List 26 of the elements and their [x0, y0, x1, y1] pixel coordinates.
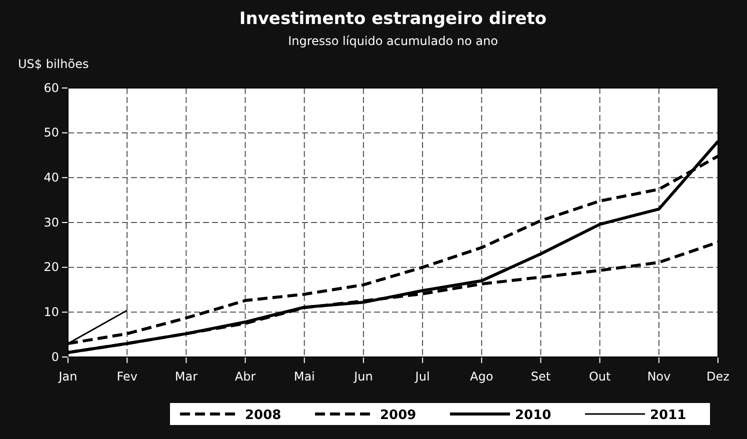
y-tick-label: 30: [44, 215, 59, 230]
x-tick-label: Fev: [116, 369, 138, 384]
legend-label: 2011: [650, 408, 686, 423]
x-tick-label: Set: [530, 369, 551, 384]
chart-title: Investimento estrangeiro direto: [239, 9, 547, 29]
x-tick-label: Mai: [294, 369, 315, 384]
x-tick-label: Abr: [234, 369, 256, 384]
y-axis-title: US$ bilhões: [18, 57, 89, 71]
legend-label: 2008: [245, 408, 282, 423]
chart-subtitle: Ingresso líquido acumulado no ano: [288, 34, 498, 48]
y-tick-label: 60: [44, 80, 59, 95]
x-tick-label: Mar: [174, 369, 198, 384]
x-tick-label: Out: [588, 369, 611, 384]
x-tick-label: Jan: [58, 369, 78, 384]
x-tick-label: Jul: [414, 369, 430, 384]
y-tick-label: 20: [44, 260, 59, 274]
y-tick-label: 10: [44, 305, 59, 320]
x-tick-label: Ago: [470, 369, 494, 384]
legend-label: 2009: [380, 408, 416, 423]
y-tick-label: 40: [44, 170, 59, 185]
legend-label: 2010: [515, 408, 552, 423]
x-tick-label: Jun: [353, 369, 373, 384]
x-tick-label: Nov: [647, 369, 671, 384]
y-tick-label: 0: [51, 350, 59, 364]
x-tick-label: Dez: [706, 369, 730, 384]
y-tick-label: 50: [44, 126, 59, 140]
